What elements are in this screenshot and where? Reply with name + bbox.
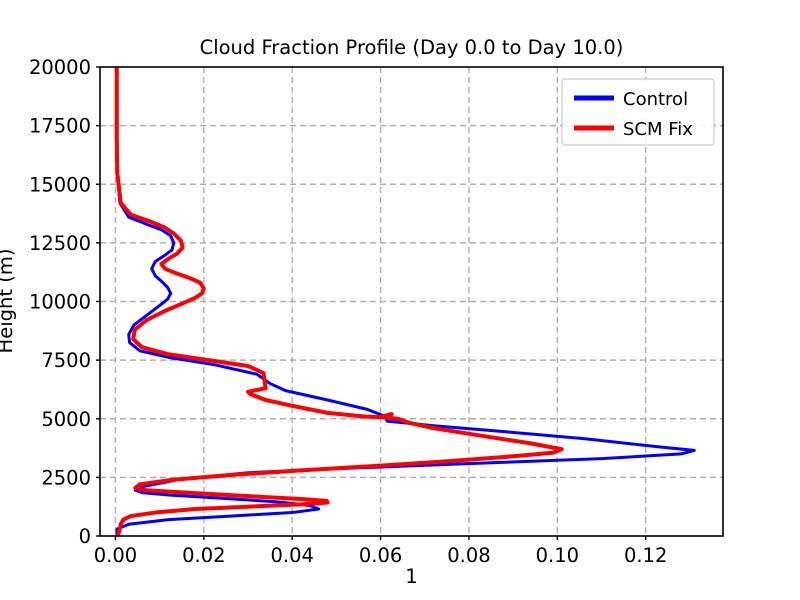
x-tick-label: 0.08	[447, 544, 490, 567]
y-tick-label: 0	[79, 525, 91, 548]
x-tick-label: 0.04	[270, 544, 313, 567]
x-tick-label: 0.10	[536, 544, 579, 567]
x-tick-labels: 0.00 0.02 0.04 0.06 0.08 0.10 0.12	[94, 544, 668, 567]
series-lines	[114, 67, 696, 536]
y-tick-label: 7500	[41, 349, 91, 372]
x-axis-label: 1	[405, 565, 417, 588]
series-line-control	[114, 67, 696, 536]
y-tick-label: 5000	[41, 408, 91, 431]
axis-ticks	[96, 66, 647, 540]
chart-legend[interactable]: Control SCM Fix	[561, 78, 715, 146]
legend-label-scm-fix: SCM Fix	[623, 119, 693, 140]
y-tick-label: 15000	[29, 173, 91, 196]
series-line-scm-fix	[114, 67, 564, 536]
legend-label-control: Control	[623, 89, 688, 110]
y-axis-label: Height (m)	[0, 249, 17, 354]
y-tick-label: 17500	[29, 115, 91, 138]
x-tick-label: 0.06	[359, 544, 402, 567]
x-tick-label: 0.02	[182, 544, 225, 567]
y-tick-label: 12500	[29, 232, 91, 255]
y-tick-label: 20000	[29, 56, 91, 79]
x-tick-label: 0.00	[94, 544, 137, 567]
y-tick-labels: 0 2500 5000 7500 10000 12500 15000 17500 20000	[29, 56, 91, 548]
x-tick-label: 0.12	[624, 544, 667, 567]
chart-title: Cloud Fraction Profile (Day 0.0 to Day 1…	[199, 36, 624, 59]
y-tick-label: 2500	[41, 466, 91, 489]
gridlines	[100, 67, 723, 536]
y-tick-label: 10000	[29, 291, 91, 314]
